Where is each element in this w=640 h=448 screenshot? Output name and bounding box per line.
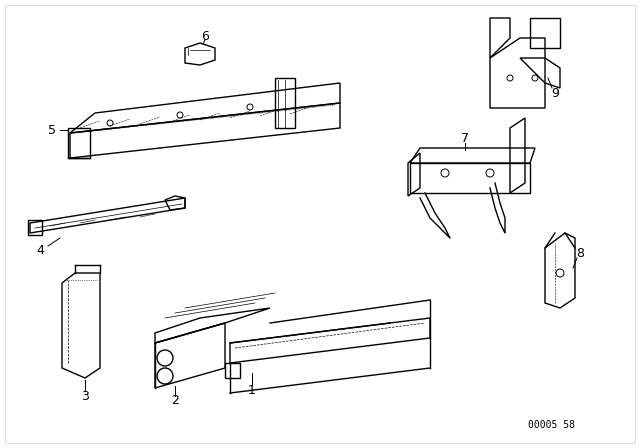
Text: 9: 9 bbox=[551, 86, 559, 99]
Text: 3: 3 bbox=[81, 389, 89, 402]
Text: 00005 58: 00005 58 bbox=[528, 420, 575, 430]
Text: 8: 8 bbox=[576, 246, 584, 259]
Text: 7: 7 bbox=[461, 132, 469, 145]
Text: 5: 5 bbox=[48, 124, 56, 137]
Text: 2: 2 bbox=[171, 393, 179, 406]
Text: 4: 4 bbox=[36, 244, 44, 257]
Text: 1: 1 bbox=[248, 383, 256, 396]
Text: 6: 6 bbox=[201, 30, 209, 43]
